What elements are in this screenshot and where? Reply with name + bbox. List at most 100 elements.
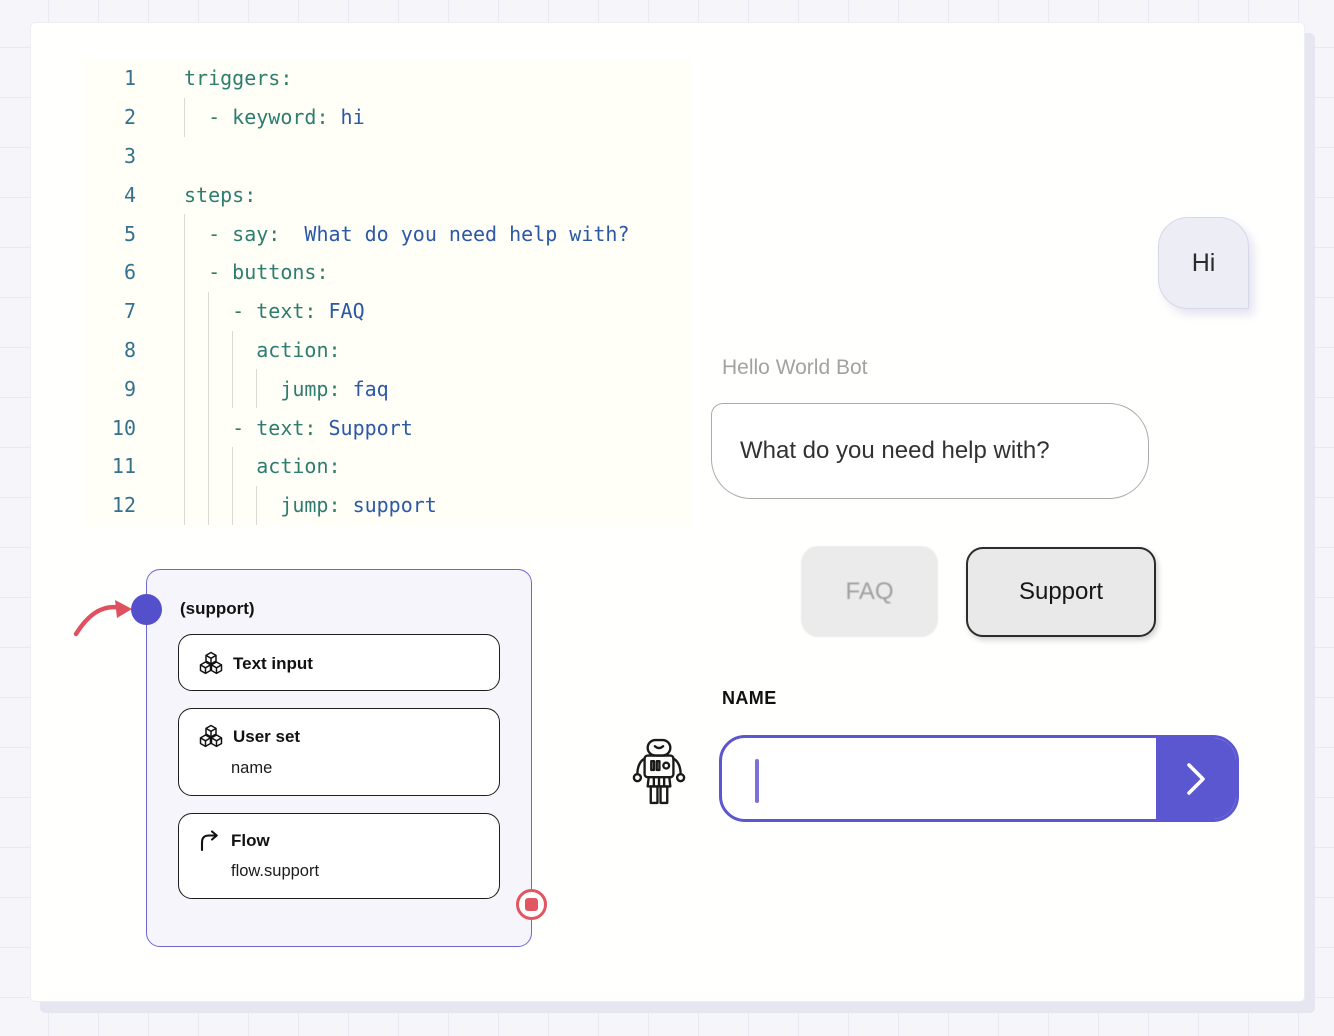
flow-node-support[interactable]: (support) Text input	[131, 569, 547, 947]
code-key-text: jump:	[280, 376, 353, 401]
text-cursor	[755, 759, 759, 803]
flow-card-sublabel: name	[231, 759, 273, 777]
code-key-text: steps:	[184, 182, 257, 207]
code-key-text: - text:	[232, 415, 329, 440]
code-key-text: triggers:	[184, 66, 293, 91]
bot-message-bubble: What do you need help with?	[711, 403, 1149, 499]
user-message-text: Hi	[1191, 248, 1216, 277]
code-line-text: action:	[184, 446, 341, 486]
indent-guide	[208, 369, 232, 409]
line-number: 8	[123, 337, 136, 362]
bot-name-label: Hello World Bot	[722, 356, 868, 379]
code-line: 4 steps:	[86, 175, 691, 214]
flow-card-label: User set	[233, 726, 301, 746]
chat-button-faq[interactable]: FAQ	[801, 546, 938, 637]
code-value-text: Support	[328, 415, 413, 440]
code-line-text: steps:	[184, 175, 256, 214]
flow-card-sublabel: flow.support	[231, 862, 320, 880]
indent-guide	[184, 291, 208, 331]
connection-dot-icon[interactable]	[131, 594, 162, 625]
code-key-text: action:	[256, 337, 341, 362]
code-key-text: - buttons:	[208, 260, 329, 285]
indent-guide	[184, 485, 208, 525]
code-line: 12 jump: support	[86, 485, 691, 525]
code-line-text: - text: FAQ	[184, 291, 365, 331]
indent-guide	[184, 330, 208, 370]
code-line: 5 - say: What do you need help with?	[86, 214, 691, 253]
indent-guide	[232, 485, 256, 525]
indent-guide	[232, 330, 256, 370]
chevron-right-icon	[1187, 762, 1205, 795]
indent-guide	[184, 97, 208, 137]
indent-guide	[232, 369, 256, 409]
flow-node-title: (support)	[180, 599, 255, 618]
flow-card-label: Flow	[231, 830, 270, 850]
line-number: 5	[123, 221, 136, 246]
line-number: 12	[111, 493, 136, 518]
indent-guide	[184, 369, 208, 409]
indent-guide	[208, 291, 232, 331]
code-key-text: - say:	[208, 221, 305, 246]
code-line-text: action:	[184, 330, 341, 370]
code-line: 2 - keyword: hi	[86, 97, 691, 137]
flow-card-label: Text input	[233, 653, 313, 673]
code-line-text: - buttons:	[184, 252, 329, 292]
indent-guide	[184, 446, 208, 486]
cubes-icon	[199, 651, 223, 675]
code-editor[interactable]: 1 triggers: 2 - keyword: hi 3 4 steps: 5…	[86, 59, 691, 525]
indent-guide	[184, 214, 208, 253]
line-number: 4	[123, 182, 136, 207]
bot-message-text: What do you need help with?	[740, 437, 1050, 464]
indent-guide	[208, 330, 232, 370]
cubes-icon	[199, 724, 223, 748]
user-message-bubble: Hi	[1158, 217, 1249, 309]
flow-card-list: Text input User set name	[178, 634, 500, 899]
code-line-text: triggers:	[184, 59, 292, 98]
indent-guide	[256, 369, 280, 409]
stop-square-icon	[525, 898, 538, 911]
code-line-text: - keyword: hi	[184, 97, 365, 137]
chat-button-support[interactable]: Support	[966, 547, 1156, 637]
line-number: 6	[123, 260, 136, 285]
indent-guide	[232, 446, 256, 486]
code-line-text: jump: support	[184, 485, 437, 525]
code-value-text: faq	[352, 376, 389, 401]
code-value-text: What do you need help with?	[304, 221, 630, 246]
code-line: 9 jump: faq	[86, 369, 691, 409]
flow-step-card[interactable]: User set name	[178, 708, 500, 796]
code-line: 7 - text: FAQ	[86, 291, 691, 331]
flow-arrow-icon	[200, 830, 218, 852]
code-value-text: FAQ	[328, 299, 365, 324]
code-line: 10 - text: Support	[86, 408, 691, 447]
line-number: 2	[123, 105, 136, 130]
code-key-text: jump:	[280, 493, 353, 518]
line-number: 9	[123, 376, 136, 401]
send-button[interactable]	[1156, 738, 1236, 819]
name-input-group	[719, 735, 1239, 822]
code-line: 3	[86, 137, 691, 176]
code-value-text: hi	[340, 105, 365, 130]
code-value-text: support	[352, 493, 437, 518]
code-line-text: - say: What do you need help with?	[184, 214, 630, 253]
flow-step-card[interactable]: Flow flow.support	[178, 813, 500, 899]
code-line: 1 triggers:	[86, 59, 691, 98]
line-number: 3	[123, 143, 136, 168]
code-line: 6 - buttons:	[86, 252, 691, 292]
app-card: 1 triggers: 2 - keyword: hi 3 4 steps: 5…	[30, 22, 1305, 1002]
name-input[interactable]	[722, 738, 1156, 819]
code-line: 8 action:	[86, 330, 691, 370]
code-key-text: - text:	[232, 299, 329, 324]
indent-guide	[184, 408, 208, 447]
indent-guide	[256, 485, 280, 525]
robot-icon	[632, 738, 686, 805]
indent-guide	[208, 485, 232, 525]
code-key-text: action:	[256, 454, 341, 479]
flow-end-handle[interactable]	[516, 889, 547, 920]
code-line-text: jump: faq	[184, 369, 389, 409]
code-line-text: - text: Support	[184, 408, 413, 447]
flow-step-card[interactable]: Text input	[178, 634, 500, 691]
line-number: 7	[123, 299, 136, 324]
indent-guide	[208, 446, 232, 486]
input-name-label: NAME	[722, 688, 777, 708]
line-number: 1	[123, 66, 136, 91]
